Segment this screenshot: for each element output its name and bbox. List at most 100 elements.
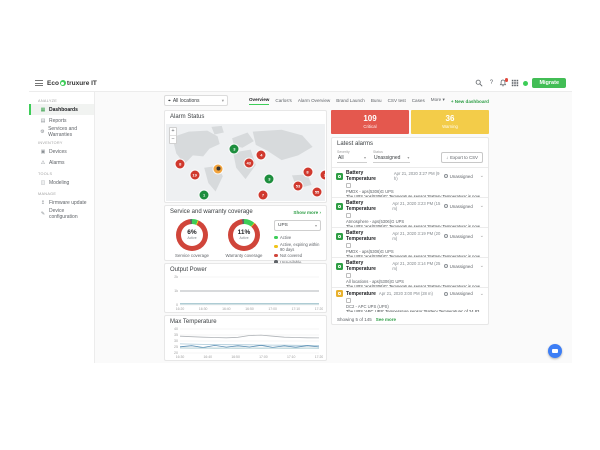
chevron-down-icon[interactable]: ⌄ — [479, 263, 484, 269]
sidebar-item-dashboards[interactable]: ▦ Dashboards — [29, 104, 94, 115]
export-csv-button[interactable]: ↓ Export to CSV — [440, 152, 483, 163]
hamburger-menu-icon[interactable] — [35, 80, 43, 86]
sidebar-item-device-configuration[interactable]: ✎ Device configuration — [29, 208, 94, 220]
alarm-assignee-label: Unassigned — [449, 173, 473, 179]
user-presence-dot[interactable] — [523, 80, 529, 86]
map-alarm-marker[interactable]: 7 — [258, 190, 268, 200]
tab-cases[interactable]: Cases — [411, 97, 425, 103]
device-type-select[interactable]: UPS ▾ — [274, 220, 321, 231]
sidebar-item-firmware-update[interactable]: ↥ Firmware update — [29, 197, 94, 208]
sidebar-item-label: Alarms — [49, 159, 65, 166]
zoom-in-button[interactable]: + — [171, 128, 175, 134]
tab-carlos-s[interactable]: Carlos's — [275, 97, 292, 103]
max-temperature-card: Max Temperature 40 35 30 25 20 16:30 16:40 16:5… — [164, 315, 327, 361]
firmware-update-icon: ↥ — [40, 199, 46, 206]
alarm-row[interactable]: Battery Temperature Apr 21, 2020 3:23 PM … — [332, 197, 488, 227]
svg-text:17:00: 17:00 — [268, 307, 277, 311]
warranty-coverage-label: Warranty coverage — [225, 253, 263, 258]
sidebar-item-devices[interactable]: ▣ Devices — [29, 146, 94, 157]
map-alarm-marker[interactable]: 1 — [199, 190, 209, 200]
sidebar-section-label: Tools — [38, 172, 53, 176]
chevron-down-icon[interactable]: ⌄ — [479, 290, 484, 297]
sidebar-item-modeling[interactable]: ◫ Modeling — [29, 177, 94, 188]
chevron-down-icon[interactable]: ⌄ — [479, 203, 484, 209]
alarm-title[interactable]: Battery Temperature — [346, 170, 376, 182]
alarm-row-header: Battery Temperature Apr 21, 2020 3:14 PM … — [336, 260, 484, 272]
help-icon[interactable]: ? — [489, 80, 494, 86]
alarm-assignee[interactable]: Unassigned — [443, 173, 473, 179]
world-map[interactable]: + − 8 19 3 43 4 3 1 7 53 8 55 2 — [166, 124, 325, 201]
severity-filter[interactable]: Severity All — [337, 150, 367, 163]
alarm-title[interactable]: Battery Temperature — [346, 260, 376, 272]
alarm-row[interactable]: Battery Temperature Apr 21, 2020 3:27 PM … — [332, 167, 488, 197]
alarm-device: PMDX - aps(5306)G UPS — [346, 249, 394, 254]
alarm-assignee[interactable]: Unassigned — [443, 264, 473, 269]
chevron-down-icon: ▾ — [221, 97, 224, 103]
alarm-time: Apr 21, 2020 3:23 PM (15 m) — [392, 201, 441, 211]
new-dashboard-button[interactable]: + New dashboard — [450, 98, 489, 104]
map-alarm-marker[interactable]: 19 — [190, 170, 200, 180]
tab-csv-test[interactable]: CSV test — [387, 97, 406, 103]
migrate-button[interactable]: Migrate — [532, 78, 566, 88]
alarm-assignee[interactable]: Unassigned — [443, 204, 473, 209]
alarm-title[interactable]: Battery Temperature — [346, 230, 376, 242]
zoom-out-button[interactable]: − — [170, 135, 176, 142]
tab-overview[interactable]: Overview — [248, 97, 270, 105]
map-alarm-marker[interactable] — [213, 164, 223, 174]
alarm-row-header: Battery Temperature Apr 21, 2020 3:19 PM … — [336, 230, 484, 242]
sidebar-item-reports[interactable]: ▤ Reports — [29, 115, 94, 126]
alarm-title[interactable]: Battery Temperature — [346, 200, 376, 212]
legend-label: Active — [280, 235, 292, 240]
map-alarm-marker[interactable]: 43 — [244, 158, 254, 167]
alarm-row[interactable]: Battery Temperature Apr 21, 2020 3:19 PM … — [332, 227, 488, 257]
svg-text:16:30: 16:30 — [199, 307, 208, 311]
alarm-status-card: Alarm Status + − 8 — [164, 110, 327, 203]
map-alarm-marker[interactable]: 8 — [175, 159, 185, 169]
device-type-badge — [346, 183, 351, 188]
map-alarm-marker[interactable]: 3 — [264, 174, 274, 184]
alarm-description: The UPS 'aps(5306)G' Temperature sensor … — [346, 284, 480, 287]
alarm-row[interactable]: Battery Temperature Apr 21, 2020 3:14 PM … — [332, 257, 488, 287]
app-logo: Eco truxure IT — [47, 80, 97, 87]
sidebar-item-alarms[interactable]: ⚠ Alarms — [29, 157, 94, 168]
person-icon — [443, 234, 448, 238]
critical-alarms-tile[interactable]: 109 Critical — [331, 110, 409, 134]
svg-text:17:10: 17:10 — [292, 307, 301, 311]
alarm-row[interactable]: Temperature Apr 21, 2020 3:00 PM (28 m) Un… — [332, 287, 488, 312]
tab-bunu[interactable]: Bunu — [370, 97, 382, 103]
alarm-device: PMDX - aps(5306)G UPS — [346, 189, 394, 194]
alarm-title[interactable]: Temperature — [346, 290, 376, 297]
legend-label: Active, expiring within 90 days — [280, 241, 320, 252]
legend-label: Unavailable — [280, 259, 302, 265]
chevron-down-icon[interactable]: ⌄ — [479, 233, 484, 239]
map-alarm-marker[interactable]: 53 — [293, 181, 303, 191]
warning-alarms-tile[interactable]: 36 Warning — [411, 110, 489, 134]
device-type-badge — [346, 213, 351, 218]
chat-fab-button[interactable] — [548, 344, 562, 358]
device-type-value: UPS — [278, 223, 288, 228]
map-alarm-marker[interactable]: 4 — [256, 150, 266, 160]
alarm-assignee[interactable]: Unassigned — [443, 234, 473, 239]
severity-filter-label: Severity — [337, 150, 350, 154]
tab-alarm-overview[interactable]: Alarm Overview — [297, 97, 331, 103]
notifications-bell-icon[interactable] — [499, 78, 509, 87]
see-more-link[interactable]: See more — [375, 317, 397, 322]
coverage-show-more-link[interactable]: Show more › — [293, 210, 321, 215]
svg-text:35: 35 — [174, 333, 178, 337]
alarm-assignee[interactable]: Unassigned — [443, 291, 473, 296]
status-filter[interactable]: Status Unassigned — [373, 150, 411, 163]
chevron-down-icon[interactable]: ⌄ — [479, 173, 484, 179]
sidebar-item-services-and-warranties[interactable]: ⚙ Services and Warranties — [29, 126, 94, 138]
latest-alarms-title: Latest alarms — [337, 141, 374, 147]
map-alarm-marker[interactable]: 8 — [303, 167, 312, 177]
tab-more-[interactable]: More ▾ — [430, 97, 445, 102]
map-alarm-marker[interactable]: 55 — [312, 187, 322, 197]
apps-grid-icon[interactable] — [511, 79, 519, 87]
location-selector[interactable]: ⌖ All locations ▾ — [164, 95, 228, 106]
map-alarm-marker[interactable]: 3 — [229, 144, 239, 154]
tab-brand-launch[interactable]: Brand Launch — [336, 97, 365, 103]
svg-text:17:00: 17:00 — [259, 355, 268, 359]
map-alarm-marker[interactable]: 2 — [320, 170, 325, 180]
location-selector-value: All locations — [172, 97, 200, 104]
search-icon[interactable] — [475, 79, 483, 87]
